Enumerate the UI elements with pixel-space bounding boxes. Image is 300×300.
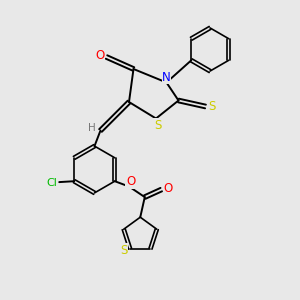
Text: H: H bbox=[88, 123, 96, 133]
Text: O: O bbox=[163, 182, 172, 195]
Text: N: N bbox=[162, 70, 171, 84]
Text: Cl: Cl bbox=[46, 178, 58, 188]
Text: O: O bbox=[95, 49, 104, 62]
Text: O: O bbox=[126, 175, 135, 188]
Text: S: S bbox=[154, 118, 161, 132]
Text: S: S bbox=[120, 244, 127, 257]
Text: S: S bbox=[208, 100, 216, 113]
